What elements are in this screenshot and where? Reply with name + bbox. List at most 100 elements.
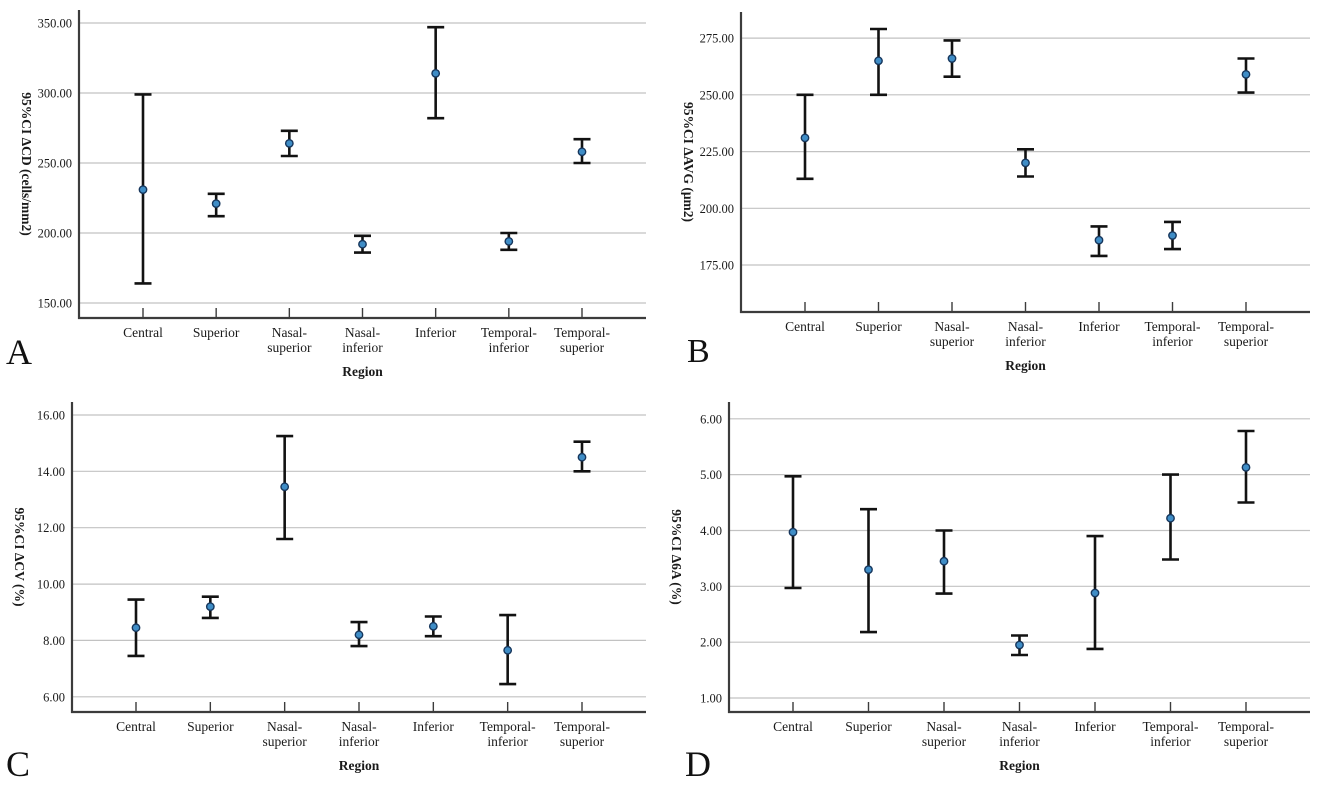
error-bar-temporal-superior (573, 137, 591, 165)
mean-dot (788, 527, 798, 537)
error-bar-nasal-superior (276, 434, 294, 541)
y-tick-label: 14.00 (37, 465, 65, 479)
x-category-label: inferior (999, 734, 1040, 749)
mean-dot (358, 239, 367, 249)
panel-b-chart: 175.00 200.00 225.00 250.00 275.00 Central Sup… (681, 12, 1310, 373)
y-tick-label: 200.00 (700, 202, 734, 216)
x-category-label: inferior (489, 340, 530, 355)
x-category-label: superior (560, 734, 605, 749)
x-category-label: superior (1224, 334, 1269, 349)
mean-dot (947, 54, 957, 63)
x-category-label: superior (930, 334, 975, 349)
x-category-label: Temporal- (1218, 719, 1275, 734)
x-category-label: inferior (487, 734, 528, 749)
error-bar-superior (207, 192, 225, 218)
panel-letter-a: A (6, 332, 32, 372)
x-category-label: Nasal- (345, 325, 381, 340)
y-tick-label: 275.00 (700, 32, 734, 46)
x-category-label: superior (922, 734, 967, 749)
x-axis-title: Region (342, 364, 383, 379)
panel-d-chart: 1.00 2.00 3.00 4.00 5.00 6.00 Central Superior N… (669, 402, 1310, 784)
mean-dot (1021, 158, 1030, 168)
mean-dot (1241, 463, 1251, 472)
error-bar-nasal-inferior (354, 234, 371, 254)
x-category-label: Inferior (415, 325, 457, 340)
y-axis-title: 95%CI Δ6A (%) (669, 509, 684, 604)
mean-dot (874, 56, 883, 66)
error-bar-nasal-inferior (1017, 148, 1034, 178)
mean-dot (205, 602, 215, 612)
error-bar-inferior (424, 615, 442, 638)
error-bar-central (134, 93, 152, 285)
error-bar-nasal-superior (935, 529, 953, 595)
x-category-label: Temporal- (1144, 319, 1201, 334)
y-tick-label: 3.00 (700, 580, 722, 594)
x-category-label: Nasal- (1008, 319, 1044, 334)
x-category-label: inferior (342, 340, 383, 355)
y-tick-label: 2.00 (700, 636, 722, 650)
panel-a-chart: 150.00 200.00 250.00 300.00 350.00 Central Sup… (6, 10, 646, 379)
error-bar-temporal-inferior (1162, 473, 1179, 561)
error-bar-temporal-inferior (499, 613, 517, 686)
x-axis-title: Region (1005, 358, 1046, 373)
x-category-label: Central (123, 325, 163, 340)
x-category-label: Temporal- (554, 325, 611, 340)
y-tick-label: 12.00 (37, 521, 65, 535)
x-category-label: Superior (855, 319, 902, 334)
error-bar-temporal-superior (1237, 429, 1255, 504)
error-bar-inferior (427, 25, 445, 120)
x-category-label: superior (267, 340, 312, 355)
mean-dot (1094, 235, 1104, 245)
mean-dot (428, 621, 438, 631)
x-category-label: Nasal- (1002, 719, 1038, 734)
mean-dot (280, 482, 290, 492)
error-bar-superior (201, 595, 219, 620)
x-axis-title: Region (999, 758, 1040, 773)
mean-dot (284, 138, 294, 148)
x-category-label: Central (116, 719, 156, 734)
x-category-label: Superior (845, 719, 892, 734)
mean-dot (211, 199, 221, 209)
mean-dot (431, 69, 441, 78)
panel-letter-c: C (6, 744, 30, 784)
error-bar-superior (860, 507, 877, 634)
mean-dot (864, 565, 873, 575)
x-category-label: Nasal- (926, 719, 962, 734)
x-axis-title: Region (339, 758, 380, 773)
panel-c-chart: 6.00 8.00 10.00 12.00 14.00 16.00 Central Super… (6, 402, 646, 784)
x-category-label: Temporal- (1218, 319, 1275, 334)
panel-letter-d: D (685, 744, 711, 784)
x-category-label: Superior (193, 325, 240, 340)
error-bar-nasal-inferior (1011, 634, 1028, 657)
mean-dot (577, 147, 587, 157)
error-bar-central (127, 598, 145, 658)
x-category-label: Inferior (1074, 719, 1116, 734)
mean-dot (354, 630, 364, 640)
y-tick-label: 250.00 (38, 157, 72, 171)
mean-dot (1015, 640, 1024, 650)
y-tick-label: 6.00 (43, 690, 65, 704)
x-category-label: Inferior (1078, 319, 1120, 334)
y-tick-label: 250.00 (700, 88, 734, 102)
error-bar-temporal-inferior (500, 231, 518, 252)
panel-letter-b: B (687, 333, 710, 370)
y-axis-title: 95%CI ΔCD (cells/mm2) (19, 92, 34, 235)
y-axis-title: 95%CI ΔCV (%) (12, 508, 27, 607)
x-category-label: inferior (1152, 334, 1193, 349)
x-category-label: Temporal- (1142, 719, 1199, 734)
mean-dot (138, 185, 148, 195)
x-category-label: superior (1224, 734, 1269, 749)
y-tick-label: 6.00 (700, 412, 722, 426)
mean-dot (131, 623, 141, 633)
y-tick-label: 225.00 (700, 145, 734, 159)
y-tick-label: 8.00 (43, 634, 65, 648)
x-category-label: Inferior (413, 719, 455, 734)
error-bar-inferior (1086, 534, 1104, 651)
y-tick-label: 200.00 (38, 227, 72, 241)
error-bar-nasal-superior (943, 39, 961, 78)
y-axis-title: 95%CI ΔAVG (μm2) (681, 102, 696, 222)
x-category-label: Nasal- (267, 719, 303, 734)
mean-dot (1241, 70, 1251, 79)
y-tick-label: 300.00 (38, 87, 72, 101)
